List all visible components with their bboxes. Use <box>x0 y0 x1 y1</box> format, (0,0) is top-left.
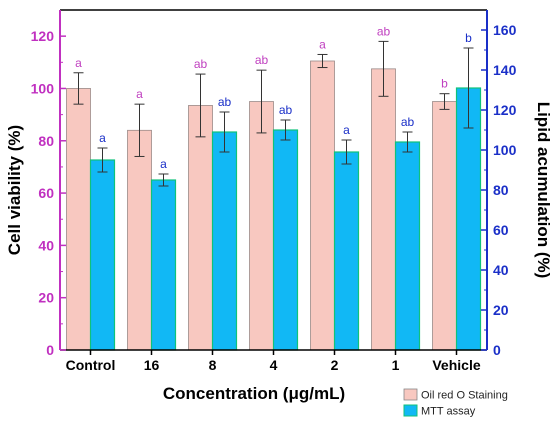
sig-label-oil-red: ab <box>377 24 391 38</box>
y-left-tick-label: 40 <box>38 237 54 253</box>
bar-oil-red <box>188 105 213 351</box>
bar-mtt <box>394 141 421 351</box>
sig-label-mtt: ab <box>218 95 232 109</box>
sig-label-oil-red: b <box>441 77 448 91</box>
bar-mtt <box>89 159 116 351</box>
sig-label-mtt: a <box>160 157 167 171</box>
bar-oil-red <box>127 129 152 351</box>
x-tick-label: 4 <box>270 357 278 373</box>
sig-label-mtt: ab <box>401 115 415 129</box>
y-axis-right-title: Lipid acumulation (%) <box>534 102 550 279</box>
legend-label-oil: Oil red O Staining <box>421 390 508 402</box>
y-left-tick-label: 80 <box>38 133 54 149</box>
y-right-tick-label: 40 <box>493 262 509 278</box>
legend: Oil red O Staining MTT assay <box>403 388 508 418</box>
bar-mtt <box>150 179 177 351</box>
bar-mtt <box>333 151 360 351</box>
sig-label-mtt: a <box>343 123 350 137</box>
y-left-tick-label: 60 <box>38 185 54 201</box>
ticks-layer: Control 16 8 4 2 1 Vehicle 0 20 40 60 80 100 120 0 20 40… <box>31 22 517 373</box>
y-right-tick-label: 140 <box>493 62 517 78</box>
y-right-tick-label: 100 <box>493 142 517 158</box>
x-tick-label: 8 <box>209 357 217 373</box>
bar-oil-red <box>310 60 335 351</box>
y-left-tick-label: 0 <box>46 342 54 358</box>
y-right-tick-label: 160 <box>493 22 517 38</box>
x-tick-label: 2 <box>331 357 339 373</box>
x-tick-label: 16 <box>144 357 160 373</box>
bar-oil-red <box>66 88 91 351</box>
y-right-tick-label: 80 <box>493 182 509 198</box>
legend-swatch-oil <box>403 388 418 401</box>
y-left-tick-label: 120 <box>31 28 55 44</box>
sig-label-oil-red: ab <box>194 57 208 71</box>
bars-layer: a a a a ab ab ab ab a a ab ab b b <box>66 24 482 351</box>
y-left-tick-label: 20 <box>38 290 54 306</box>
y-right-tick-label: 0 <box>493 342 501 358</box>
sig-label-oil-red: a <box>319 37 326 51</box>
x-tick-label: Control <box>66 357 116 373</box>
sig-label-oil-red: a <box>136 87 143 101</box>
legend-swatch-mtt <box>403 404 418 417</box>
y-axis-left-title: Cell viability (%) <box>5 125 24 255</box>
sig-label-mtt: b <box>465 31 472 45</box>
x-tick-label: 1 <box>392 357 400 373</box>
bar-oil-red <box>249 101 274 351</box>
y-right-tick-label: 120 <box>493 102 517 118</box>
bar-mtt <box>272 129 299 351</box>
sig-label-mtt: a <box>99 131 106 145</box>
sig-label-mtt: ab <box>279 103 293 117</box>
sig-label-oil-red: ab <box>255 53 269 67</box>
y-right-tick-label: 20 <box>493 302 509 318</box>
y-right-tick-label: 60 <box>493 222 509 238</box>
sig-label-oil-red: a <box>75 56 82 70</box>
bar-oil-red <box>371 68 396 351</box>
legend-label-mtt: MTT assay <box>421 406 476 418</box>
x-tick-label: Vehicle <box>432 357 480 373</box>
bar-oil-red <box>432 101 457 351</box>
x-axis-title: Concentration (μg/mL) <box>163 384 345 403</box>
y-left-tick-label: 100 <box>31 80 55 96</box>
bar-mtt <box>211 131 238 351</box>
